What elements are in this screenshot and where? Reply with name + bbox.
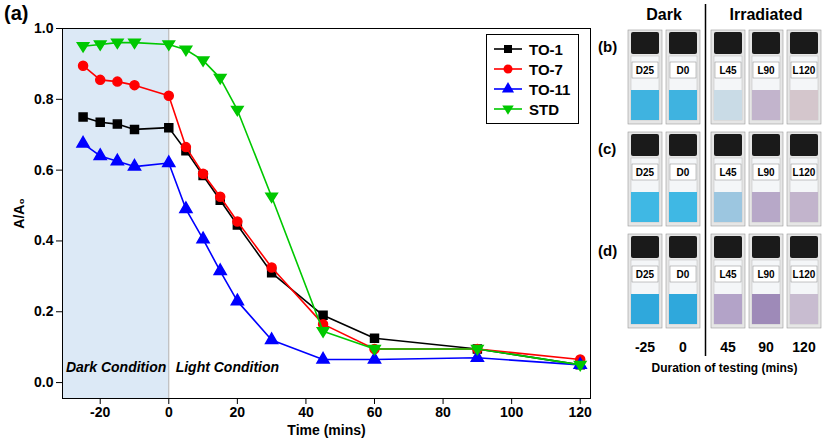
html-text:STD: STD	[529, 100, 559, 118]
svg-text:D0: D0	[677, 269, 690, 280]
svg-text:0.6: 0.6	[34, 162, 54, 178]
html-text:TO-7: TO-7	[529, 60, 563, 78]
svg-text:120: 120	[569, 404, 593, 420]
svg-text:40: 40	[298, 404, 314, 420]
svg-text:L45: L45	[719, 167, 737, 178]
svg-text:(b): (b)	[598, 38, 617, 55]
svg-text:L120: L120	[793, 167, 816, 178]
svg-text:Light Condition: Light Condition	[176, 359, 279, 375]
svg-text:-25: -25	[635, 339, 655, 355]
svg-text:L90: L90	[757, 167, 775, 178]
svg-text:D25: D25	[636, 269, 655, 280]
svg-text:0.2: 0.2	[34, 303, 54, 319]
svg-text:Time (mins): Time (mins)	[287, 422, 365, 438]
svg-text:Irradiated: Irradiated	[730, 6, 803, 23]
svg-text:(c): (c)	[598, 140, 616, 157]
svg-text:0.8: 0.8	[34, 91, 54, 107]
svg-text:80: 80	[435, 404, 451, 420]
svg-text:A/A₀: A/A₀	[11, 198, 27, 228]
html-text:(a): (a)	[4, 2, 29, 24]
svg-text:L45: L45	[719, 65, 737, 76]
svg-text:D0: D0	[677, 65, 690, 76]
svg-text:L90: L90	[757, 65, 775, 76]
svg-text:L120: L120	[793, 269, 816, 280]
svg-text:0.4: 0.4	[34, 232, 54, 248]
svg-text:(d): (d)	[598, 242, 617, 259]
svg-text:D25: D25	[636, 167, 655, 178]
svg-text:Dark Condition: Dark Condition	[66, 359, 166, 375]
svg-text:1.0: 1.0	[34, 20, 54, 36]
svg-text:-20: -20	[90, 404, 110, 420]
svg-text:120: 120	[792, 339, 816, 355]
svg-text:100: 100	[500, 404, 524, 420]
svg-text:L120: L120	[793, 65, 816, 76]
svg-text:L45: L45	[719, 269, 737, 280]
svg-text:0: 0	[165, 404, 173, 420]
svg-text:D25: D25	[636, 65, 655, 76]
svg-text:60: 60	[367, 404, 383, 420]
svg-text:20: 20	[230, 404, 246, 420]
svg-text:L90: L90	[757, 269, 775, 280]
svg-text:90: 90	[758, 339, 774, 355]
svg-text:Dark: Dark	[646, 6, 682, 23]
svg-text:0: 0	[679, 339, 687, 355]
html-text:TO-1: TO-1	[529, 40, 563, 58]
svg-text:Duration of testing (mins): Duration of testing (mins)	[652, 361, 798, 375]
svg-text:45: 45	[720, 339, 736, 355]
svg-text:0.0: 0.0	[34, 374, 54, 390]
html-text:TO-11: TO-11	[529, 80, 571, 98]
svg-text:D0: D0	[677, 167, 690, 178]
